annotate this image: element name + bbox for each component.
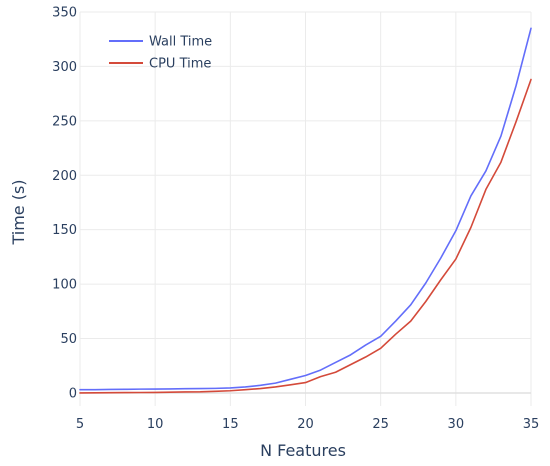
series-line-cpu-time[interactable] — [79, 78, 532, 394]
y-tick-label: 150 — [52, 223, 77, 238]
y-tick-label: 350 — [52, 6, 77, 21]
x-tick-label: 35 — [523, 417, 540, 432]
x-tick-label: 10 — [147, 417, 164, 432]
x-tick-label: 20 — [297, 417, 314, 432]
y-tick-label: 300 — [52, 60, 77, 75]
x-tick-label: 25 — [372, 417, 389, 432]
y-tick-label: 250 — [52, 114, 77, 129]
grid-layer — [79, 11, 532, 406]
legend[interactable]: Wall Time CPU Time — [109, 35, 212, 72]
y-tick-label: 200 — [52, 169, 77, 184]
series-line-wall-time[interactable] — [79, 27, 532, 391]
legend-item-wall-time[interactable]: Wall Time — [109, 35, 212, 50]
x-tick-label: 15 — [222, 417, 239, 432]
x-tick-label: 30 — [448, 417, 465, 432]
y-tick-label: 50 — [60, 332, 77, 347]
legend-label: Wall Time — [149, 35, 212, 50]
y-axis-title: Time (s) — [9, 179, 28, 245]
x-axis-title: N Features — [260, 441, 346, 460]
legend-label: CPU Time — [149, 57, 211, 72]
y-tick-label: 100 — [52, 278, 77, 293]
y-tick-label: 0 — [69, 386, 77, 401]
x-tick-label: 5 — [76, 417, 84, 432]
legend-item-cpu-time[interactable]: CPU Time — [109, 57, 211, 72]
series-layer — [79, 27, 532, 394]
